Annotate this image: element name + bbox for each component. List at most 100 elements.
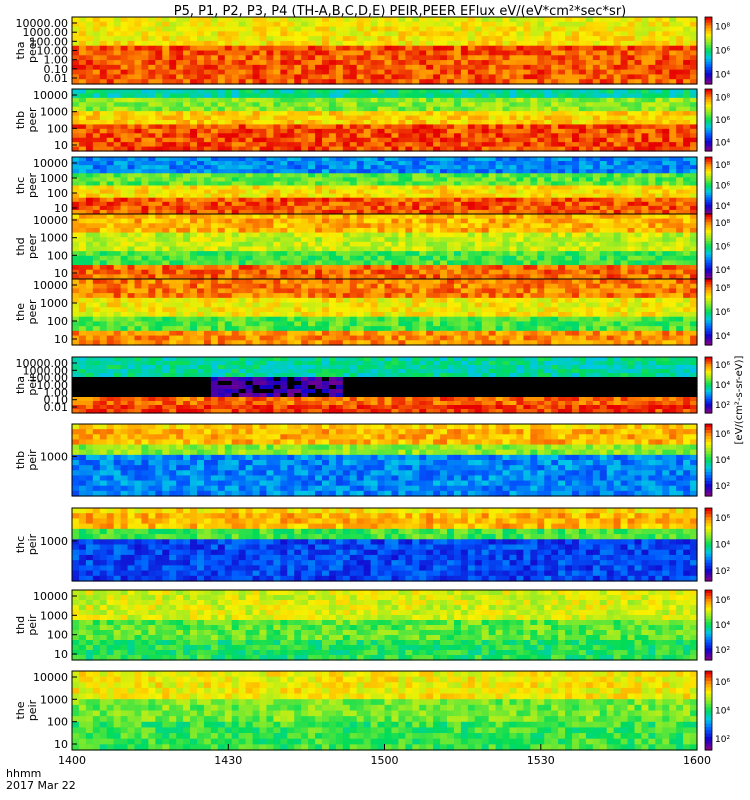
heatmap-cell — [599, 115, 608, 121]
heatmap-cell — [252, 93, 261, 99]
heatmap-cell — [509, 173, 518, 178]
heatmap-cell — [134, 106, 143, 112]
heatmap-cell — [460, 161, 469, 166]
heatmap-cell — [148, 89, 156, 95]
heatmap-cell — [342, 232, 351, 238]
heatmap-cell — [287, 89, 295, 95]
heatmap-cell — [72, 201, 80, 207]
heatmap-cell — [245, 241, 254, 248]
heatmap-cell — [474, 227, 483, 234]
heatmap-cell — [690, 93, 698, 99]
heatmap-cell — [287, 69, 295, 76]
heatmap-cell — [231, 165, 240, 170]
heatmap-cell — [176, 124, 184, 130]
heatmap-cell — [342, 137, 351, 143]
heatmap-cell — [280, 17, 288, 23]
heatmap-cell — [676, 177, 684, 183]
heatmap-cell — [308, 223, 316, 229]
heatmap-cell — [72, 237, 80, 243]
heatmap-cell — [85, 45, 94, 52]
heatmap-cell — [585, 79, 594, 85]
heatmap-cell — [224, 133, 233, 139]
heatmap-cell — [99, 89, 108, 95]
heatmap-cell — [245, 205, 254, 211]
heatmap-cell — [440, 223, 448, 229]
heatmap-cell — [134, 209, 143, 215]
heatmap-cell — [405, 161, 413, 166]
heatmap-cell — [516, 55, 524, 61]
heatmap-cell — [683, 93, 691, 99]
heatmap-cell — [488, 45, 497, 52]
heatmap-cell — [572, 102, 580, 108]
heatmap-cell — [426, 55, 434, 61]
heatmap-cell — [106, 189, 115, 195]
heatmap-cell — [592, 227, 601, 234]
heatmap-cell — [599, 232, 608, 238]
heatmap-cell — [523, 17, 531, 23]
heatmap-cell — [245, 64, 254, 71]
heatmap-cell — [356, 69, 365, 76]
heatmap-cell — [322, 124, 330, 130]
heatmap-cell — [197, 74, 205, 80]
heatmap-cell — [294, 237, 302, 243]
heatmap-cell — [342, 185, 351, 191]
heatmap-cell — [259, 246, 268, 252]
heatmap-cell — [523, 237, 531, 243]
heatmap-cell — [370, 185, 379, 191]
heatmap-cell — [245, 93, 254, 99]
heatmap-cell — [467, 209, 476, 215]
heatmap-cell — [481, 177, 490, 183]
heatmap-cell — [72, 241, 80, 248]
heatmap-cell — [683, 265, 691, 271]
heatmap-cell — [315, 106, 323, 112]
heatmap-cell — [627, 157, 636, 162]
heatmap-cell — [440, 79, 448, 85]
heatmap-cell — [335, 55, 344, 61]
heatmap-cell — [419, 55, 427, 61]
heatmap-cell — [99, 241, 108, 248]
heatmap-cell — [572, 146, 580, 152]
heatmap-cell — [592, 205, 601, 211]
heatmap-cell — [363, 17, 372, 23]
heatmap-cell — [190, 173, 198, 178]
heatmap-cell — [342, 120, 351, 126]
heatmap-cell — [203, 89, 212, 95]
heatmap-cell — [530, 241, 538, 248]
heatmap-cell — [634, 93, 643, 99]
heatmap-cell — [481, 55, 490, 61]
heatmap-cell — [460, 201, 469, 207]
heatmap-cell — [370, 165, 379, 170]
heatmap-cell — [606, 214, 615, 220]
heatmap-cell — [641, 157, 649, 162]
heatmap-cell — [419, 201, 427, 207]
heatmap-cell — [127, 31, 136, 37]
heatmap-cell — [447, 169, 455, 174]
heatmap-cell — [203, 197, 212, 203]
heatmap-cell — [405, 246, 413, 252]
heatmap-cell — [231, 181, 240, 187]
heatmap-cell — [141, 133, 149, 139]
heatmap-cell — [481, 45, 490, 52]
heatmap-cell — [620, 55, 629, 61]
heatmap-cell — [183, 237, 191, 243]
heatmap-cell — [599, 265, 608, 271]
heatmap-cell — [106, 181, 115, 187]
heatmap-cell — [662, 26, 670, 32]
heatmap-cell — [308, 64, 316, 71]
heatmap-cell — [655, 36, 663, 42]
heatmap-cell — [551, 193, 559, 199]
heatmap-cell — [558, 26, 566, 32]
heatmap-cell — [328, 133, 337, 139]
heatmap-cell — [162, 185, 170, 191]
heatmap-cell — [676, 142, 684, 148]
heatmap-cell — [530, 69, 538, 76]
heatmap-cell — [99, 232, 108, 238]
heatmap-cell — [676, 197, 684, 203]
heatmap-cell — [92, 185, 101, 191]
heatmap-cell — [134, 197, 143, 203]
heatmap-cell — [558, 255, 566, 262]
heatmap-cell — [217, 214, 226, 220]
heatmap-cell — [356, 17, 365, 23]
heatmap-cell — [627, 133, 636, 139]
heatmap-cell — [641, 189, 649, 195]
